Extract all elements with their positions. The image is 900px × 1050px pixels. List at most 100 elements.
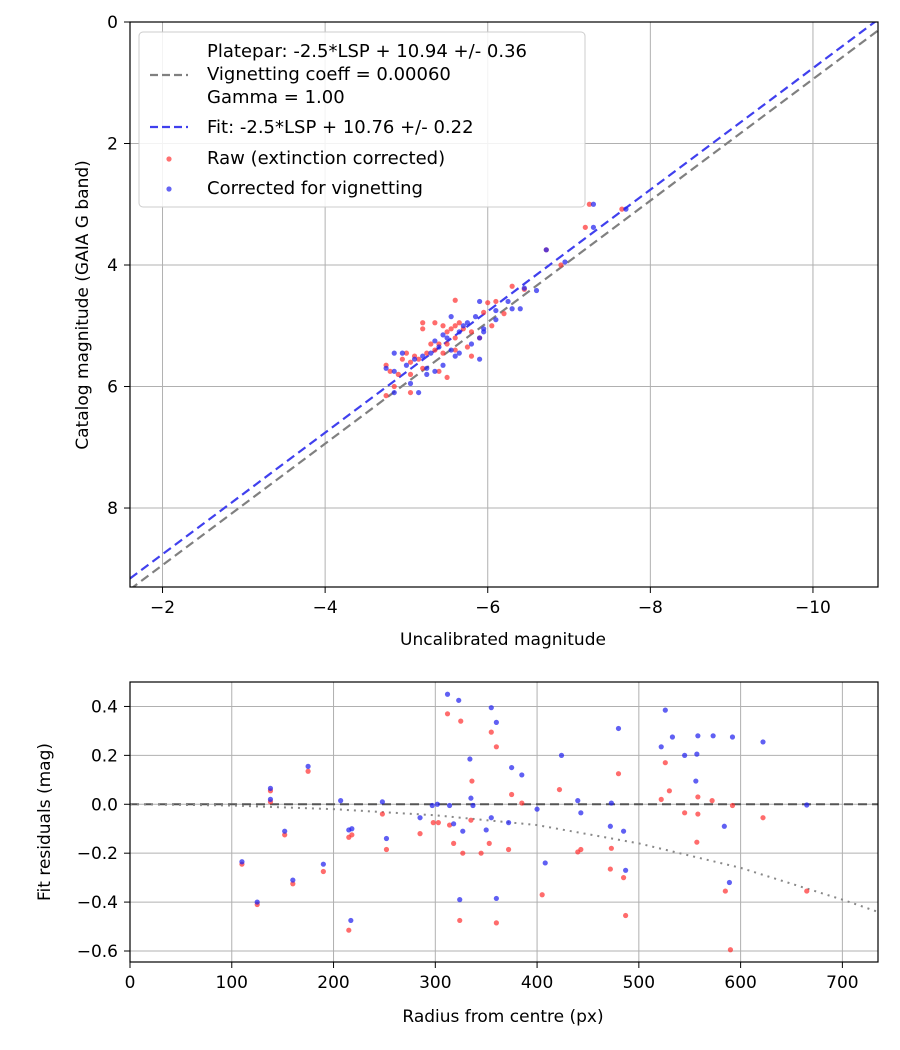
top-corrected-point	[448, 347, 454, 353]
top-raw-point	[420, 326, 426, 332]
top-raw-point	[420, 365, 426, 371]
top-corrected-point	[420, 353, 426, 359]
top-corrected-point	[432, 338, 438, 344]
bottom-raw-point	[458, 718, 464, 724]
bottom-corrected-point	[444, 691, 451, 697]
bottom-corrected-point	[488, 705, 494, 711]
top-raw-point	[383, 393, 389, 399]
bottom-raw-point	[556, 786, 563, 793]
top-raw-point	[468, 329, 475, 335]
bottom-raw-point	[383, 846, 390, 853]
bottom-xtick-label: 500	[623, 973, 655, 993]
bottom-corrected-point	[348, 917, 354, 924]
top-xtick-label: −2	[150, 598, 175, 618]
bottom-raw-point	[468, 817, 474, 823]
bottom-corrected-point	[726, 879, 733, 886]
bottom-corrected-point	[693, 778, 699, 784]
bottom-raw-point	[493, 744, 499, 750]
bottom-corrected-point	[451, 821, 457, 827]
bottom-corrected-point	[467, 756, 473, 762]
top-raw-point	[416, 356, 422, 362]
top-ytick-label: 6	[107, 378, 118, 398]
top-raw-point	[452, 323, 458, 329]
bottom-xtick-label: 400	[521, 973, 553, 993]
bottom-plot: 0 100 200 300 400 500 600 700 0.4 0.2 0.0 −0.2 −0.4 −…	[35, 681, 879, 1027]
bottom-corrected-point	[338, 798, 344, 804]
top-raw-point	[432, 347, 438, 353]
top-raw-point	[387, 368, 393, 374]
bottom-corrected-point	[383, 835, 390, 842]
bottom-raw-point	[727, 947, 734, 953]
top-corrected-point	[590, 201, 597, 207]
bottom-raw-point	[488, 729, 494, 735]
bottom-corrected-point	[615, 725, 622, 732]
bottom-corrected-point	[470, 802, 476, 809]
legend-raw-swatch	[166, 156, 172, 162]
legend-fit-label: Fit: -2.5*LSP + 10.76 +/- 0.22	[207, 117, 474, 138]
top-corrected-point	[448, 314, 454, 320]
bottom-raw-point	[804, 888, 810, 894]
top-ylabel: Catalog magnitude (GAIA G band)	[73, 160, 93, 450]
bottom-corrected-point	[682, 752, 688, 758]
top-raw-point	[395, 371, 401, 377]
bottom-ytick-label: −0.2	[77, 844, 118, 864]
legend-corrected-swatch	[166, 186, 172, 192]
bottom-corrected-point	[620, 828, 627, 834]
top-raw-point	[582, 224, 588, 230]
top-corrected-point	[477, 335, 483, 341]
bottom-corrected-point	[505, 820, 512, 826]
top-raw-point	[558, 262, 564, 268]
top-lines	[130, 22, 878, 587]
top-corrected-point	[590, 224, 597, 230]
top-corrected-point	[562, 259, 568, 265]
bottom-corrected-point	[460, 828, 466, 834]
bottom-raw-point	[478, 850, 484, 856]
top-ytick-label: 8	[107, 499, 118, 519]
top-raw-point	[407, 389, 414, 396]
top-xtick-label: −4	[313, 598, 338, 618]
bottom-corrected-point	[760, 739, 766, 745]
bottom-plot-frame	[129, 681, 879, 963]
bottom-raw-point	[346, 927, 352, 933]
bottom-ytick-label: 0.2	[91, 746, 118, 766]
bottom-raw-point	[760, 815, 766, 821]
bottom-raw-point	[662, 760, 668, 766]
bottom-xtick-label: 700	[826, 973, 858, 993]
bottom-xtick-label: 600	[724, 973, 756, 993]
top-xlabel: Uncalibrated magnitude	[400, 630, 606, 650]
bottom-raw-point	[615, 771, 622, 777]
bottom-ytick-label: 0.4	[91, 697, 118, 717]
top-raw-point	[619, 206, 625, 212]
bottom-corrected-point	[239, 859, 245, 865]
top-fit-line	[130, 22, 877, 580]
top-corrected-point	[403, 362, 410, 368]
bottom-corrected-point	[694, 751, 700, 757]
top-corrected-point	[623, 206, 629, 212]
top-raw-point	[464, 344, 471, 350]
bottom-corrected-point	[534, 806, 540, 812]
bottom-ytick-label: −0.6	[77, 942, 118, 962]
top-corrected-point	[428, 350, 434, 356]
top-corrected-point	[505, 298, 511, 305]
bottom-raw-point	[539, 892, 545, 898]
top-raw-point	[509, 283, 515, 289]
top-corrected-point	[432, 368, 438, 374]
top-corrected-point	[533, 287, 540, 294]
top-raw-point	[485, 300, 491, 306]
top-corrected-point	[477, 298, 483, 305]
bottom-raw-point	[620, 875, 627, 881]
top-raw-point	[440, 350, 446, 356]
top-raw-point	[468, 353, 475, 359]
bottom-raw-point	[509, 791, 515, 798]
bottom-corrected-point	[290, 877, 296, 883]
top-raw-point	[448, 326, 454, 332]
bottom-corrected-point	[578, 810, 584, 816]
bottom-corrected-point	[483, 827, 489, 833]
top-corrected-point	[411, 356, 418, 362]
bottom-raw-point	[305, 768, 311, 774]
bottom-raw-point	[695, 794, 701, 800]
top-platepar-line	[131, 29, 878, 587]
bottom-raw-point	[417, 831, 423, 837]
top-corrected-point	[440, 362, 446, 368]
bottom-corrected-point	[267, 785, 274, 791]
